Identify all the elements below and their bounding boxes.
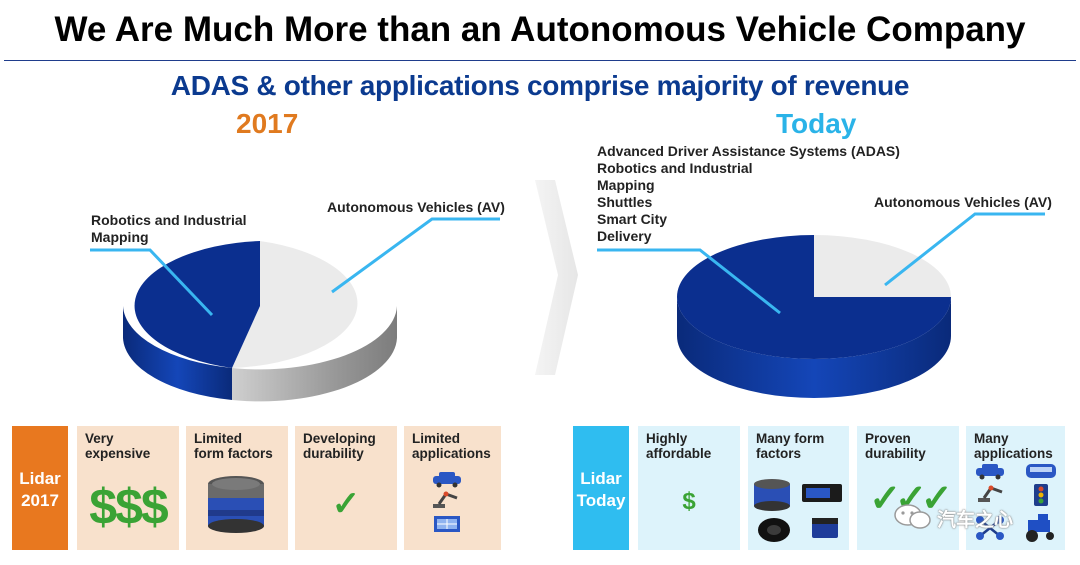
page-title: We Are Much More than an Autonomous Vehi… (54, 10, 1026, 49)
watermark-text: 汽车之心 (937, 509, 1014, 531)
checkmark-icon: ✓ (331, 485, 361, 523)
pie-2017-slice-av (232, 241, 358, 368)
dollar-sign: $ (682, 488, 696, 515)
lidar-sensor-icon (208, 476, 264, 533)
label-av-today: Autonomous Vehicles (AV) (874, 194, 1052, 210)
box-sensor-icon (802, 484, 842, 502)
application-icons (433, 472, 461, 532)
year-today-label: Today (776, 108, 857, 139)
shuttle-icon (1026, 464, 1056, 478)
sensor-variants-icon (754, 479, 842, 542)
label-robotics-2017: Robotics and Industrial Mapping (91, 212, 247, 245)
puck-sensor-icon (754, 479, 790, 511)
card-2017-form-factors: Limited form factors (186, 426, 288, 550)
card-2017-durability: Developing durability ✓ (295, 426, 397, 550)
card-today-form-factors: Many form factors (748, 426, 849, 550)
pie-today-slice-av (814, 235, 951, 297)
card-2017-applications: Limited applications (404, 426, 501, 550)
wechat-logo-icon (894, 504, 931, 529)
car-icon (433, 472, 461, 488)
card-2017-expensive: Very expensive $$$ (77, 426, 179, 550)
drone-icon (976, 516, 1004, 540)
label-list-today: Advanced Driver Assistance Systems (ADAS… (597, 143, 900, 244)
pie-2017-leader-robotics (90, 248, 214, 317)
pie-2017-leader-av (331, 217, 500, 294)
lidar-today-tag: Lidar Today (573, 426, 629, 550)
compact-sensor-icon (812, 518, 838, 538)
label-av-2017: Autonomous Vehicles (AV) (327, 199, 505, 215)
many-application-icons (976, 464, 1056, 542)
robot-arm-icon (433, 491, 458, 508)
pie-2017 (90, 217, 500, 402)
pie-today (597, 212, 1045, 398)
card-today-durability: Proven durability ✓✓✓ (857, 426, 959, 550)
year-2017-label: 2017 (236, 108, 299, 139)
dollar-signs: $$$ (89, 479, 168, 535)
subtitle: ADAS & other applications comprise major… (170, 70, 910, 101)
card-today-affordable: Highly affordable $ (638, 426, 740, 550)
dome-sensor-icon (758, 518, 790, 542)
pie-2017-side-av (232, 306, 397, 402)
pie-2017-slice-other (134, 241, 260, 368)
lidar-2017-tag: Lidar 2017 (12, 426, 68, 550)
transition-arrow (535, 180, 578, 375)
traffic-light-icon (1034, 484, 1048, 506)
pie-today-leader-av (884, 212, 1045, 287)
watermark: 汽车之心 (893, 503, 1043, 531)
robot-arm-icon (978, 485, 1003, 502)
title-divider (4, 60, 1076, 61)
card-today-applications: Many applications (966, 426, 1065, 550)
pie-2017-side-other (123, 306, 232, 400)
pie-charts (90, 180, 1045, 402)
tractor-icon (1026, 514, 1054, 542)
car-icon (976, 464, 1004, 480)
pie-today-side (677, 297, 951, 398)
map-screen-icon (434, 516, 460, 532)
pie-today-leader-list (597, 248, 781, 315)
